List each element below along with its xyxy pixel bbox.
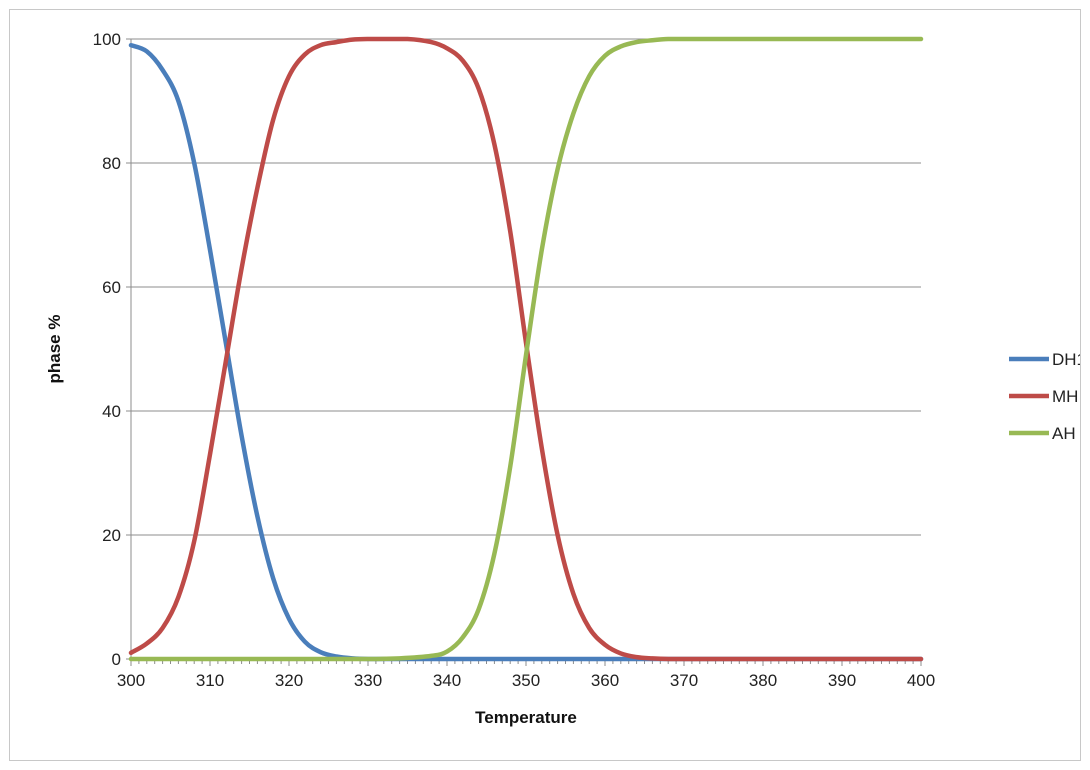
x-tick-label: 310 [196, 671, 224, 690]
series-line-mh [128, 36, 924, 662]
x-tick-label: 380 [749, 671, 777, 690]
axes [126, 38, 922, 666]
legend-label-mh: MH [1052, 387, 1078, 406]
x-tick-label: 370 [670, 671, 698, 690]
x-tick-label: 390 [828, 671, 856, 690]
x-tick-label: 330 [354, 671, 382, 690]
y-tick-label: 80 [102, 154, 121, 173]
series-lines [128, 36, 924, 662]
y-tick-label: 40 [102, 402, 121, 421]
x-tick-label: 340 [433, 671, 461, 690]
x-tick-label: 350 [512, 671, 540, 690]
legend-label-dh1: DH1 [1052, 350, 1080, 369]
chart-frame: 0 20 40 60 80 100 300 310 320 330 340 350 360 370 380 3… [9, 9, 1081, 761]
line-chart: 0 20 40 60 80 100 300 310 320 330 340 350 360 370 380 3… [45, 30, 1080, 727]
tick-labels: 0 20 40 60 80 100 300 310 320 330 340 350 360 370 380 3… [93, 30, 936, 690]
series-line-ah [128, 36, 924, 662]
y-axis-title: phase % [45, 315, 64, 384]
x-tick-label: 300 [117, 671, 145, 690]
x-tick-label: 400 [907, 671, 935, 690]
legend: DH1 MH AH [1009, 350, 1080, 443]
x-axis-title: Temperature [475, 708, 577, 727]
y-tick-label: 60 [102, 278, 121, 297]
y-tick-label: 100 [93, 30, 121, 49]
legend-label-ah: AH [1052, 424, 1076, 443]
x-tick-label: 360 [591, 671, 619, 690]
gridlines [131, 38, 921, 536]
x-tick-label: 320 [275, 671, 303, 690]
y-tick-label: 20 [102, 526, 121, 545]
y-tick-label: 0 [112, 650, 121, 669]
series-line-dh1 [128, 42, 924, 662]
